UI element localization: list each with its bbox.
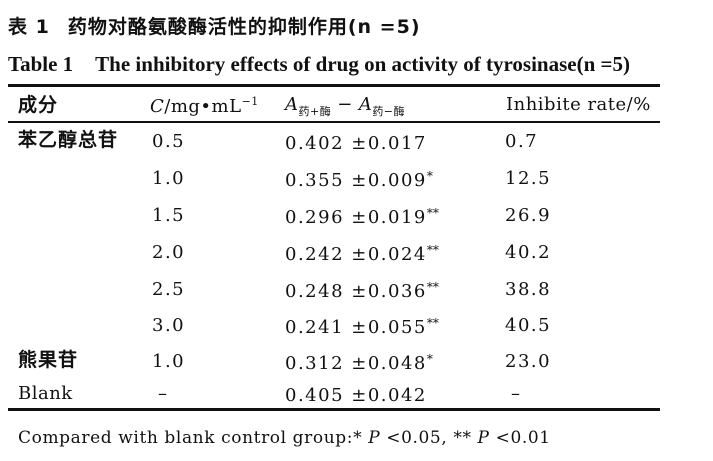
row-3-absorbance-value: 0.296 ±0.019 [285,207,427,228]
row-6-significance: ** [426,316,439,330]
header-absorbance-sub1: 药+酶 [298,105,332,118]
table-title-english-text: The inhibitory effects of drug on activi… [95,52,577,76]
table-title-english-n: (n =5) [576,52,630,76]
row-4-significance: ** [426,243,439,257]
top-rule [8,84,660,87]
footnote-p-1: P [368,428,381,448]
table-title-english: Table 1 The inhibitory effects of drug on… [8,52,630,77]
row-8-concentration: – [158,383,169,404]
table-title-chinese-text: 药物对酪氨酸酶活性的抑制作用 [67,16,348,38]
row-3-significance: ** [426,206,439,220]
header-absorbance: A药+酶 − A药−酶 [285,94,406,118]
header-concentration: C/mg•mL−1 [150,96,259,116]
row-3-absorbance: 0.296 ±0.019** [285,207,439,227]
footnote-text-3: <0.01 [489,428,551,448]
header-inhibition-rate: Inhibite rate/% [506,94,651,115]
row-5-absorbance-value: 0.248 ±0.036 [285,281,427,302]
row-1-absorbance: 0.402 ±0.017 [285,133,427,153]
table-title-chinese-n: (n =5) [347,16,421,38]
row-7-concentration: 1.0 [152,351,186,372]
row-3-concentration: 1.5 [152,205,186,226]
row-8-component: Blank [18,383,73,404]
footnote-p-2: P [477,428,490,448]
row-6-absorbance: 0.241 ±0.055** [285,317,439,337]
row-2-significance: * [426,169,433,183]
header-concentration-exponent: −1 [241,95,259,108]
row-1-concentration: 0.5 [152,131,186,152]
row-7-component: 熊果苷 [18,349,79,371]
header-concentration-symbol: C [150,96,165,117]
header-absorbance-a2: A [358,94,373,115]
row-5-inhibition-rate: 38.8 [505,279,552,300]
row-6-inhibition-rate: 40.5 [505,315,552,336]
row-8-absorbance-value: 0.405 ±0.042 [285,385,427,406]
row-4-absorbance: 0.242 ±0.024** [285,244,439,264]
row-7-absorbance-value: 0.312 ±0.048 [285,353,427,374]
row-1-absorbance-value: 0.402 ±0.017 [285,133,427,154]
header-absorbance-minus: − [337,94,353,115]
row-3-inhibition-rate: 26.9 [505,205,552,226]
row-8-absorbance: 0.405 ±0.042 [285,385,427,405]
row-8-inhibition-rate: – [511,383,522,404]
header-component: 成分 [18,94,59,116]
bottom-rule [8,408,660,411]
row-7-significance: * [426,352,433,366]
row-5-absorbance: 0.248 ±0.036** [285,281,439,301]
row-2-absorbance-value: 0.355 ±0.009 [285,170,427,191]
row-4-absorbance-value: 0.242 ±0.024 [285,244,427,265]
row-1-inhibition-rate: 0.7 [505,131,539,152]
row-2-concentration: 1.0 [152,168,186,189]
table-footnote: Compared with blank control group:* P <0… [18,428,551,448]
row-2-absorbance: 0.355 ±0.009* [285,170,433,190]
table-number-english: Table 1 [8,52,74,76]
header-absorbance-sub2: 药−酶 [372,105,406,118]
table-title-chinese: 表 1 药物对酪氨酸酶活性的抑制作用(n =5) [8,12,421,39]
header-absorbance-a1: A [285,94,299,115]
header-concentration-unit: /mg•mL [164,96,242,117]
row-5-concentration: 2.5 [152,279,186,300]
row-4-concentration: 2.0 [152,242,186,263]
row-6-concentration: 3.0 [152,315,186,336]
header-rule [8,121,660,123]
footnote-text-2: <0.05, ** [380,428,478,448]
row-7-inhibition-rate: 23.0 [505,351,552,372]
row-7-absorbance: 0.312 ±0.048* [285,353,433,373]
row-4-inhibition-rate: 40.2 [505,242,552,263]
row-5-significance: ** [426,280,439,294]
footnote-text-1: Compared with blank control group:* [18,428,369,448]
table-number-chinese: 表 1 [8,16,50,38]
row-1-component: 苯乙醇总苷 [18,129,119,151]
row-2-inhibition-rate: 12.5 [505,168,552,189]
row-6-absorbance-value: 0.241 ±0.055 [285,317,427,338]
